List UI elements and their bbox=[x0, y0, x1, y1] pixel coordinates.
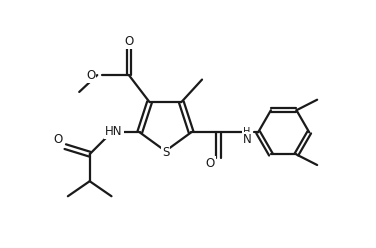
Text: O: O bbox=[205, 157, 215, 170]
Text: O: O bbox=[86, 68, 96, 82]
Text: H: H bbox=[243, 127, 250, 137]
Text: O: O bbox=[54, 133, 63, 146]
Text: S: S bbox=[162, 146, 169, 159]
Text: N: N bbox=[243, 133, 251, 146]
Text: HN: HN bbox=[105, 125, 123, 138]
Text: O: O bbox=[124, 35, 133, 48]
